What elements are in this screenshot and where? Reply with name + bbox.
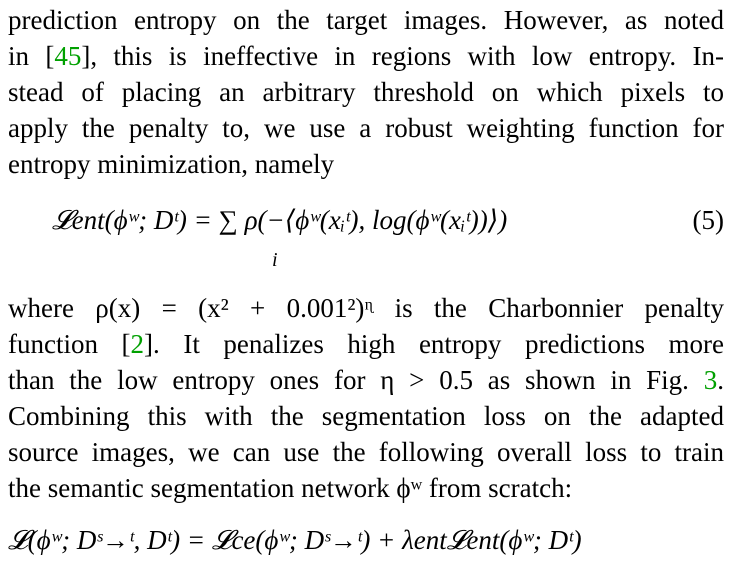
- paragraph2-line4: Combining this with the segmentation los…: [8, 401, 724, 431]
- paragraph1-line2-pre: in [: [8, 41, 55, 71]
- paragraph2-line1: where ρ(x) = (x² + 0.001²)ᶯ is the Charb…: [8, 293, 724, 323]
- paragraph2-line3: than the low entropy ones for η > 0.5 as…: [8, 364, 724, 396]
- equation-5-sum-index: i: [272, 249, 278, 271]
- final-loss-equation: 𝓛(ϕʷ; Dˢ→ᵗ, Dᵗ) = 𝓛ce(ϕʷ; Dˢ→ᵗ) + λent𝓛e…: [8, 525, 582, 555]
- paragraph1-line2: in [45], this is ineffective in regions …: [8, 40, 724, 72]
- paragraph2-line3-post: .: [717, 365, 724, 395]
- paragraph1-line3: stead of placing an arbitrary threshold …: [8, 77, 724, 107]
- paragraph2-line5: source images, we can use the following …: [8, 437, 724, 467]
- paragraph2-line3-pre: than the low entropy ones for η > 0.5 as…: [8, 365, 704, 395]
- paragraph1-line2-post: ], this is ineffective in regions with l…: [81, 41, 725, 71]
- paragraph2-line2-pre: function [: [8, 329, 131, 359]
- equation-5-number: (5): [692, 205, 724, 235]
- paragraph2-line2-post: ]. It penalizes high entropy predictions…: [144, 329, 724, 359]
- equation-5-body: 𝓛ent(ϕʷ; Dᵗ) = ∑ ρ(−⟨ϕʷ(xᵢᵗ), log(ϕʷ(xᵢᵗ…: [52, 205, 508, 235]
- paragraph2-line6: the semantic segmentation network ϕʷ fro…: [8, 473, 573, 503]
- paragraph1-line4: apply the penalty to, we use a robust we…: [8, 113, 724, 143]
- paragraph1-line5: entropy minimization, namely: [8, 149, 335, 179]
- paragraph1-line1: prediction entropy on the target images.…: [8, 5, 724, 35]
- figure-link[interactable]: 3: [703, 365, 718, 395]
- citation-link[interactable]: 2: [130, 329, 145, 359]
- equation-5: 𝓛ent(ϕʷ; Dᵗ) = ∑ ρ(−⟨ϕʷ(xᵢᵗ), log(ϕʷ(xᵢᵗ…: [0, 204, 744, 278]
- paragraph2-line2: function [2]. It penalizes high entropy …: [8, 328, 724, 360]
- citation-link[interactable]: 45: [54, 41, 82, 71]
